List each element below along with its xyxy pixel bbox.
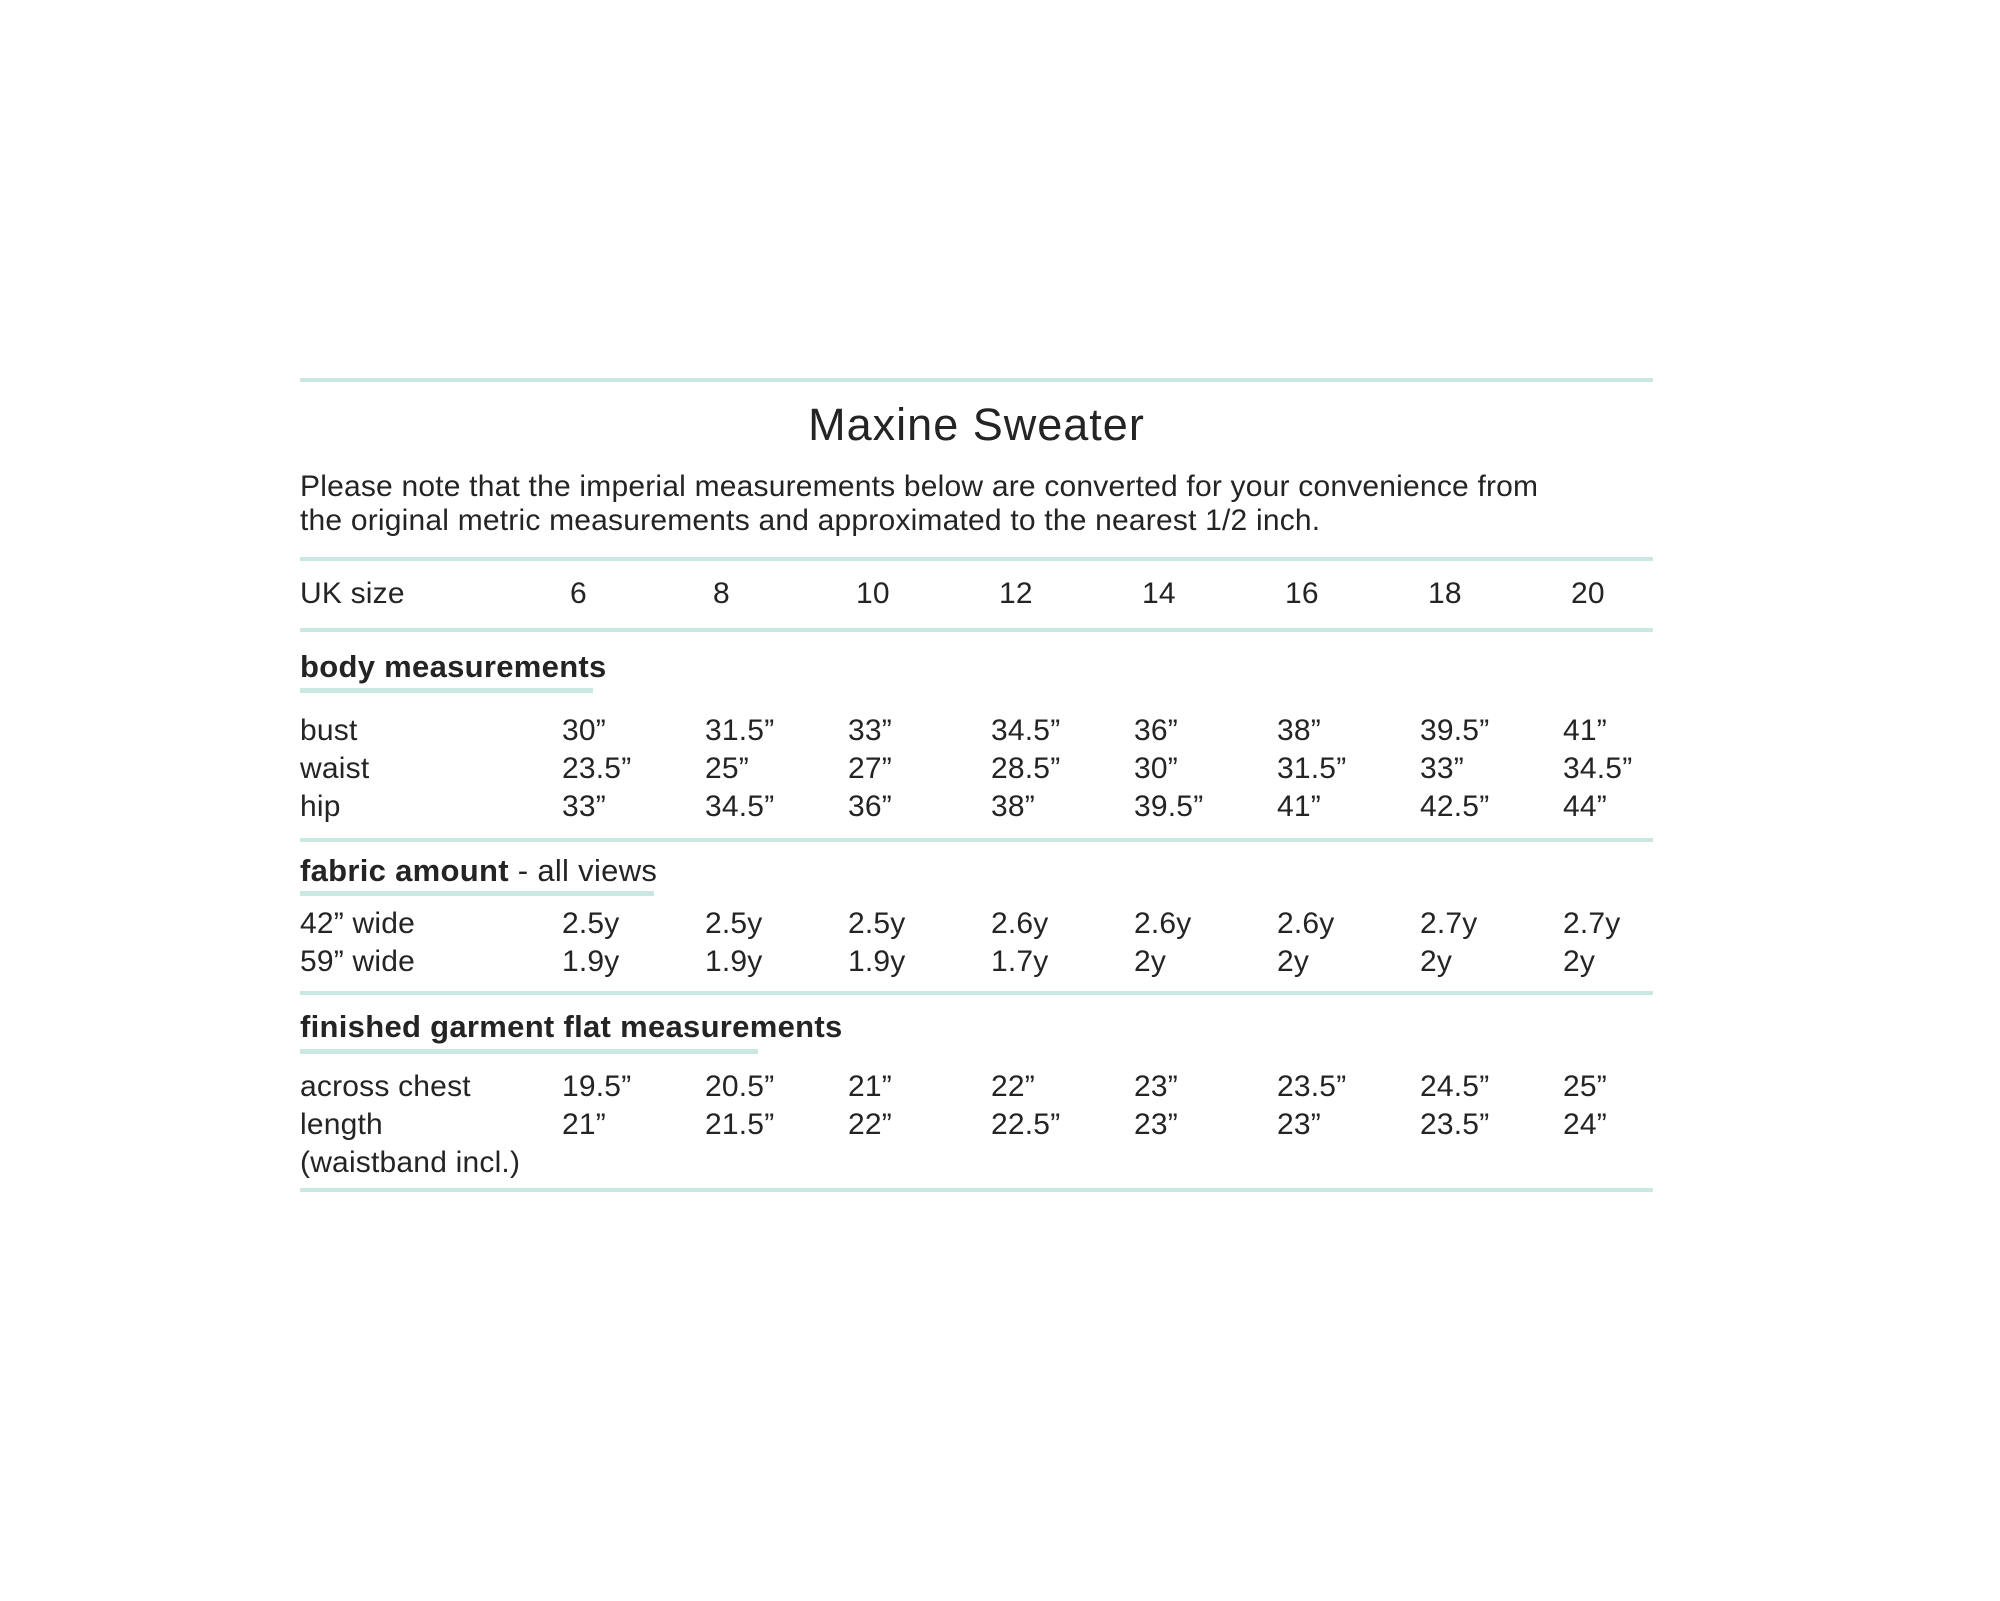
measurement-cell: 30” — [1134, 752, 1178, 785]
measurement-cell: 2y — [1134, 945, 1167, 978]
measurement-cell: 1.9y — [705, 945, 763, 978]
finished-garment-table: across chest 19.5” 20.5” 21” 22” 23” 23.… — [300, 1068, 1653, 1182]
conversion-note-line-2: the original metric measurements and app… — [300, 504, 1321, 537]
page-title: Maxine Sweater — [808, 399, 1145, 450]
measurement-cell: 28.5” — [991, 752, 1061, 785]
measurement-cell: 21” — [562, 1108, 606, 1141]
measurement-cell: 39.5” — [1420, 714, 1490, 747]
measurement-cell: 2.6y — [1134, 907, 1192, 940]
measurement-cell: 42.5” — [1420, 790, 1490, 823]
row-label-line-1: length — [300, 1108, 383, 1141]
measurement-cell: 33” — [1420, 752, 1464, 785]
size-value: 20 — [1571, 577, 1605, 610]
measurement-cell: 39.5” — [1134, 790, 1204, 823]
divider-below-sizes — [300, 628, 1653, 632]
fabric-amount-heading-bold: fabric amount — [300, 853, 509, 888]
measurement-cell: 20.5” — [705, 1070, 775, 1103]
measurement-cell: 31.5” — [705, 714, 775, 747]
size-value: 14 — [1142, 577, 1176, 610]
measurement-cell: 33” — [848, 714, 892, 747]
measurement-cell: 44” — [1563, 790, 1607, 823]
measurement-cell: 2.5y — [848, 907, 906, 940]
size-header-row: UK size 6 8 10 12 14 16 18 20 — [300, 576, 1653, 612]
measurement-cell: 2y — [1563, 945, 1596, 978]
size-header-label: UK size — [300, 577, 405, 610]
row-label: 42” wide — [300, 907, 415, 940]
section-heading-fabric-amount: fabric amount - all views — [300, 852, 1653, 889]
measurement-cell: 2.5y — [705, 907, 763, 940]
fabric-amount-heading-suffix: - all views — [517, 853, 658, 888]
measurement-cell: 38” — [991, 790, 1035, 823]
measurement-cell: 23” — [1134, 1070, 1178, 1103]
row-label: length (waistband incl.) — [300, 1106, 562, 1182]
measurement-cell: 2y — [1420, 945, 1453, 978]
divider-below-note — [300, 557, 1653, 561]
measurement-cell: 23.5” — [562, 752, 632, 785]
measurement-cell: 25” — [1563, 1070, 1607, 1103]
measurement-cell: 41” — [1277, 790, 1321, 823]
size-value: 6 — [570, 577, 587, 610]
size-value: 8 — [713, 577, 730, 610]
measurement-cell: 22” — [848, 1108, 892, 1141]
measurement-cell: 2y — [1277, 945, 1310, 978]
measurement-cell: 34.5” — [705, 790, 775, 823]
row-label-line-2: (waistband incl.) — [300, 1146, 521, 1179]
fabric-amount-table: 42” wide 2.5y 2.5y 2.5y 2.6y 2.6y 2.6y 2… — [300, 905, 1653, 981]
measurement-cell: 21.5” — [705, 1108, 775, 1141]
size-value: 12 — [999, 577, 1033, 610]
divider-bottom — [300, 1188, 1653, 1192]
size-value: 18 — [1428, 577, 1462, 610]
measurement-cell: 23” — [1134, 1108, 1178, 1141]
measurement-cell: 1.9y — [848, 945, 906, 978]
measurement-cell: 34.5” — [991, 714, 1061, 747]
row-label: bust — [300, 714, 358, 747]
size-value: 10 — [856, 577, 890, 610]
section-heading-body-measurements: body measurements — [300, 649, 607, 684]
section-heading-finished-garment: finished garment flat measurements — [300, 1009, 843, 1044]
row-label: across chest — [300, 1070, 471, 1103]
measurement-cell: 36” — [848, 790, 892, 823]
measurement-cell: 23.5” — [1420, 1108, 1490, 1141]
measurement-cell: 38” — [1277, 714, 1321, 747]
body-measurements-table: bust 30” 31.5” 33” 34.5” 36” 38” 39.5” 4… — [300, 712, 1653, 826]
section-underline — [300, 1049, 758, 1054]
row-label: 59” wide — [300, 945, 415, 978]
measurement-cell: 21” — [848, 1070, 892, 1103]
row-label: waist — [300, 752, 370, 785]
measurement-cell: 36” — [1134, 714, 1178, 747]
divider-top — [300, 378, 1653, 382]
divider-below-body-measurements — [300, 838, 1653, 842]
measurement-cell: 24.5” — [1420, 1070, 1490, 1103]
section-underline — [300, 891, 654, 896]
measurement-cell: 22.5” — [991, 1108, 1061, 1141]
measurement-cell: 1.7y — [991, 945, 1049, 978]
measurement-cell: 2.7y — [1420, 907, 1478, 940]
size-value: 16 — [1285, 577, 1319, 610]
measurement-cell: 31.5” — [1277, 752, 1347, 785]
measurement-cell: 34.5” — [1563, 752, 1633, 785]
measurement-cell: 19.5” — [562, 1070, 632, 1103]
measurement-cell: 23.5” — [1277, 1070, 1347, 1103]
measurement-cell: 24” — [1563, 1108, 1607, 1141]
measurement-cell: 2.6y — [991, 907, 1049, 940]
measurement-cell: 2.5y — [562, 907, 620, 940]
measurement-cell: 1.9y — [562, 945, 620, 978]
measurement-cell: 2.6y — [1277, 907, 1335, 940]
measurement-cell: 25” — [705, 752, 749, 785]
row-label: hip — [300, 790, 341, 823]
measurement-cell: 41” — [1563, 714, 1607, 747]
measurement-cell: 22” — [991, 1070, 1035, 1103]
measurement-cell: 33” — [562, 790, 606, 823]
conversion-note: Please note that the imperial measuremen… — [300, 470, 1653, 538]
measurement-cell: 2.7y — [1563, 907, 1621, 940]
conversion-note-line-1: Please note that the imperial measuremen… — [300, 470, 1539, 503]
divider-below-fabric-amount — [300, 991, 1653, 995]
section-underline — [300, 688, 593, 693]
measurement-cell: 27” — [848, 752, 892, 785]
measurement-cell: 30” — [562, 714, 606, 747]
measurement-cell: 23” — [1277, 1108, 1321, 1141]
